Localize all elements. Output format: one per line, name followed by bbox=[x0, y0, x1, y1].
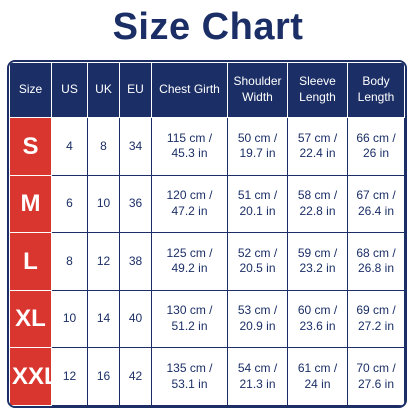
header-row: Size US UK EU Chest Girth Shoulder Width Sleev… bbox=[9, 62, 405, 118]
column-header: Chest Girth bbox=[151, 62, 228, 118]
table-cell: 10 bbox=[87, 174, 120, 234]
table-cell: 34 bbox=[119, 117, 152, 176]
table-row: XXL 12 16 42 135 cm / 53.1 in 54 cm / 21.3 in… bbox=[9, 347, 405, 406]
table-cell: 42 bbox=[119, 347, 152, 406]
table-row: XL 10 14 40 130 cm / 51.2 in 53 cm / 20.9 in 6… bbox=[9, 289, 405, 349]
table-row: L 8 12 38 125 cm / 49.2 in 52 cm / 20.5 in 59 … bbox=[9, 232, 405, 291]
table-cell: 12 bbox=[87, 232, 120, 291]
table-cell: 36 bbox=[119, 174, 152, 234]
title: Size Chart bbox=[112, 6, 304, 48]
table-cell: 125 cm / 49.2 in bbox=[151, 232, 228, 291]
table-cell: 69 cm / 27.2 in bbox=[347, 289, 405, 349]
column-header: Size bbox=[9, 62, 52, 118]
size-cell: XL bbox=[9, 289, 52, 349]
table-cell: 8 bbox=[51, 232, 88, 291]
size-table-frame: Size US UK EU Chest Girth Shoulder Width Sleev… bbox=[7, 60, 407, 408]
table-row: M 6 10 36 120 cm / 47.2 in 51 cm / 20.1 in 58 … bbox=[9, 174, 405, 234]
table-cell: 51 cm / 20.1 in bbox=[227, 174, 288, 234]
size-cell: M bbox=[9, 174, 52, 234]
column-header: Sleeve Length bbox=[287, 62, 348, 118]
column-header: UK bbox=[87, 62, 120, 118]
table-cell: 12 bbox=[51, 347, 88, 406]
table-cell: 50 cm / 19.7 in bbox=[227, 117, 288, 176]
table-cell: 10 bbox=[51, 289, 88, 349]
table-cell: 61 cm / 24 in bbox=[287, 347, 348, 406]
table-cell: 53 cm / 20.9 in bbox=[227, 289, 288, 349]
table-cell: 4 bbox=[51, 117, 88, 176]
table-cell: 57 cm / 22.4 in bbox=[287, 117, 348, 176]
table-cell: 66 cm / 26 in bbox=[347, 117, 405, 176]
table-cell: 54 cm / 21.3 in bbox=[227, 347, 288, 406]
column-header: Body Length bbox=[347, 62, 405, 118]
table-cell: 6 bbox=[51, 174, 88, 234]
table-cell: 70 cm / 27.6 in bbox=[347, 347, 405, 406]
table-cell: 52 cm / 20.5 in bbox=[227, 232, 288, 291]
table-cell: 115 cm / 45.3 in bbox=[151, 117, 228, 176]
column-header: US bbox=[51, 62, 88, 118]
table-cell: 14 bbox=[87, 289, 120, 349]
table-cell: 40 bbox=[119, 289, 152, 349]
table-row: S 4 8 34 115 cm / 45.3 in 50 cm / 19.7 in 57 c… bbox=[9, 117, 405, 176]
table-cell: 120 cm / 47.2 in bbox=[151, 174, 228, 234]
table-cell: 16 bbox=[87, 347, 120, 406]
table-cell: 8 bbox=[87, 117, 120, 176]
column-header: Shoulder Width bbox=[227, 62, 288, 118]
size-table: Size US UK EU Chest Girth Shoulder Width Sleev… bbox=[9, 62, 405, 406]
table-body: S 4 8 34 115 cm / 45.3 in 50 cm / 19.7 in 57 c… bbox=[9, 117, 405, 406]
table-cell: 67 cm / 26.4 in bbox=[347, 174, 405, 234]
table-cell: 68 cm / 26.8 in bbox=[347, 232, 405, 291]
table-cell: 60 cm / 23.6 in bbox=[287, 289, 348, 349]
column-header: EU bbox=[119, 62, 152, 118]
table-cell: 59 cm / 23.2 in bbox=[287, 232, 348, 291]
table-cell: 130 cm / 51.2 in bbox=[151, 289, 228, 349]
table-cell: 135 cm / 53.1 in bbox=[151, 347, 228, 406]
size-cell: S bbox=[9, 117, 52, 176]
table-cell: 38 bbox=[119, 232, 152, 291]
size-cell: L bbox=[9, 232, 52, 291]
table-cell: 58 cm / 22.8 in bbox=[287, 174, 348, 234]
size-cell: XXL bbox=[9, 347, 59, 406]
